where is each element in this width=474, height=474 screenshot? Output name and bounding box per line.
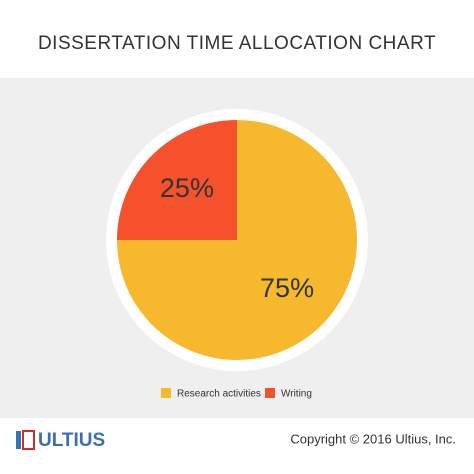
logo-icon <box>22 430 35 450</box>
copyright: Copyright © 2016 Ultius, Inc. <box>290 431 456 446</box>
data-label: 25% <box>160 173 214 203</box>
chart-title: DISSERTATION TIME ALLOCATION CHART <box>38 33 436 54</box>
logo-icon <box>16 431 21 449</box>
legend: Research activities Writing <box>161 388 312 400</box>
pie: 75% 25% <box>117 120 357 360</box>
logo-text: ULTIUS <box>38 430 105 451</box>
legend-label: Writing <box>281 389 312 400</box>
legend-swatch <box>265 388 275 398</box>
data-label: 75% <box>260 273 314 303</box>
legend-label: Research activities <box>177 389 261 400</box>
logo: ULTIUS <box>16 430 105 451</box>
legend-swatch <box>161 388 171 398</box>
pie-slice <box>117 120 237 240</box>
